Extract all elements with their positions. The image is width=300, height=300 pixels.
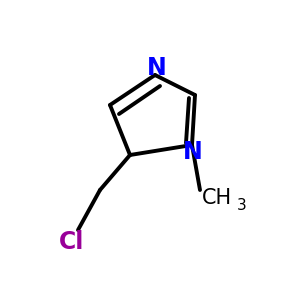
Text: Cl: Cl — [59, 230, 85, 254]
Text: CH: CH — [202, 188, 232, 208]
Text: N: N — [183, 140, 203, 164]
Text: N: N — [147, 56, 167, 80]
Text: 3: 3 — [237, 197, 247, 212]
